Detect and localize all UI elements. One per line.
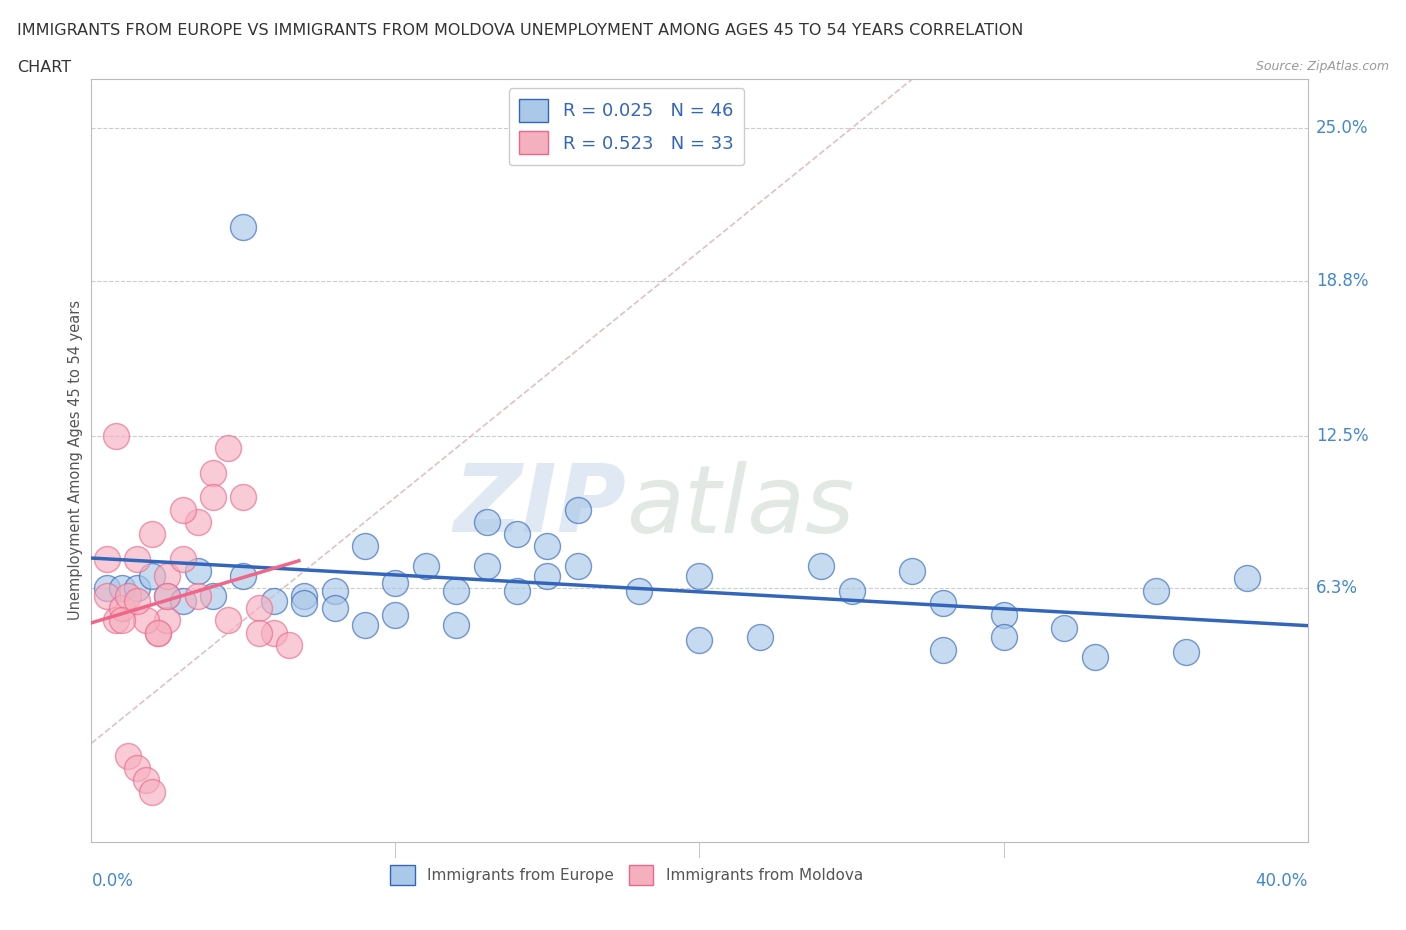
Point: [125, 593, 148, 608]
Point: [104, 429, 127, 444]
Point: [148, 625, 170, 640]
Point: [506, 526, 529, 541]
Point: [111, 613, 134, 628]
Point: [217, 441, 239, 456]
Point: [1236, 571, 1258, 586]
Y-axis label: Unemployment Among Ages 45 to 54 years: Unemployment Among Ages 45 to 54 years: [67, 300, 83, 620]
Text: 18.8%: 18.8%: [1316, 272, 1368, 290]
Point: [292, 595, 315, 610]
Point: [135, 773, 157, 788]
Point: [841, 583, 863, 598]
Point: [536, 539, 558, 554]
Point: [444, 618, 467, 632]
Point: [96, 551, 118, 566]
Point: [187, 588, 209, 603]
Point: [117, 748, 139, 763]
Point: [117, 588, 139, 603]
Text: atlas: atlas: [627, 460, 855, 551]
Point: [247, 625, 270, 640]
Point: [567, 559, 589, 574]
Point: [202, 465, 225, 480]
Point: [1084, 650, 1107, 665]
Point: [263, 625, 285, 640]
Point: [156, 588, 179, 603]
Point: [172, 502, 194, 517]
Point: [156, 613, 179, 628]
Point: [148, 625, 170, 640]
Point: [172, 551, 194, 566]
Point: [931, 595, 953, 610]
Point: [172, 593, 194, 608]
Text: 12.5%: 12.5%: [1316, 427, 1368, 445]
Point: [688, 568, 710, 583]
Point: [292, 588, 315, 603]
Text: CHART: CHART: [17, 60, 70, 75]
Text: 6.3%: 6.3%: [1316, 579, 1358, 597]
Point: [1174, 644, 1197, 659]
Point: [141, 526, 163, 541]
Point: [1053, 620, 1076, 635]
Point: [187, 514, 209, 529]
Point: [475, 559, 498, 574]
Text: IMMIGRANTS FROM EUROPE VS IMMIGRANTS FROM MOLDOVA UNEMPLOYMENT AMONG AGES 45 TO : IMMIGRANTS FROM EUROPE VS IMMIGRANTS FRO…: [17, 23, 1024, 38]
Point: [384, 576, 406, 591]
Point: [627, 583, 650, 598]
Legend: Immigrants from Europe, Immigrants from Moldova: Immigrants from Europe, Immigrants from …: [384, 859, 869, 891]
Point: [232, 490, 254, 505]
Text: 0.0%: 0.0%: [91, 872, 134, 890]
Point: [323, 601, 346, 616]
Text: 40.0%: 40.0%: [1256, 872, 1308, 890]
Point: [993, 630, 1015, 644]
Point: [125, 551, 148, 566]
Point: [993, 608, 1015, 623]
Point: [1144, 583, 1167, 598]
Text: ZIP: ZIP: [454, 460, 627, 552]
Point: [202, 490, 225, 505]
Point: [567, 502, 589, 517]
Text: Source: ZipAtlas.com: Source: ZipAtlas.com: [1256, 60, 1389, 73]
Point: [96, 581, 118, 596]
Point: [217, 613, 239, 628]
Point: [415, 559, 437, 574]
Point: [232, 568, 254, 583]
Point: [111, 601, 134, 616]
Point: [141, 785, 163, 800]
Text: 25.0%: 25.0%: [1316, 119, 1368, 138]
Point: [323, 583, 346, 598]
Point: [247, 601, 270, 616]
Point: [187, 564, 209, 578]
Point: [354, 618, 377, 632]
Point: [278, 637, 301, 652]
Point: [931, 643, 953, 658]
Point: [901, 564, 924, 578]
Point: [536, 568, 558, 583]
Point: [749, 630, 772, 644]
Point: [688, 632, 710, 647]
Point: [444, 583, 467, 598]
Point: [96, 588, 118, 603]
Point: [384, 608, 406, 623]
Point: [506, 583, 529, 598]
Point: [125, 581, 148, 596]
Point: [135, 613, 157, 628]
Point: [156, 568, 179, 583]
Point: [111, 581, 134, 596]
Point: [475, 514, 498, 529]
Point: [141, 568, 163, 583]
Point: [232, 219, 254, 234]
Point: [156, 588, 179, 603]
Point: [104, 613, 127, 628]
Point: [263, 593, 285, 608]
Point: [125, 761, 148, 776]
Point: [810, 559, 832, 574]
Point: [202, 588, 225, 603]
Point: [354, 539, 377, 554]
